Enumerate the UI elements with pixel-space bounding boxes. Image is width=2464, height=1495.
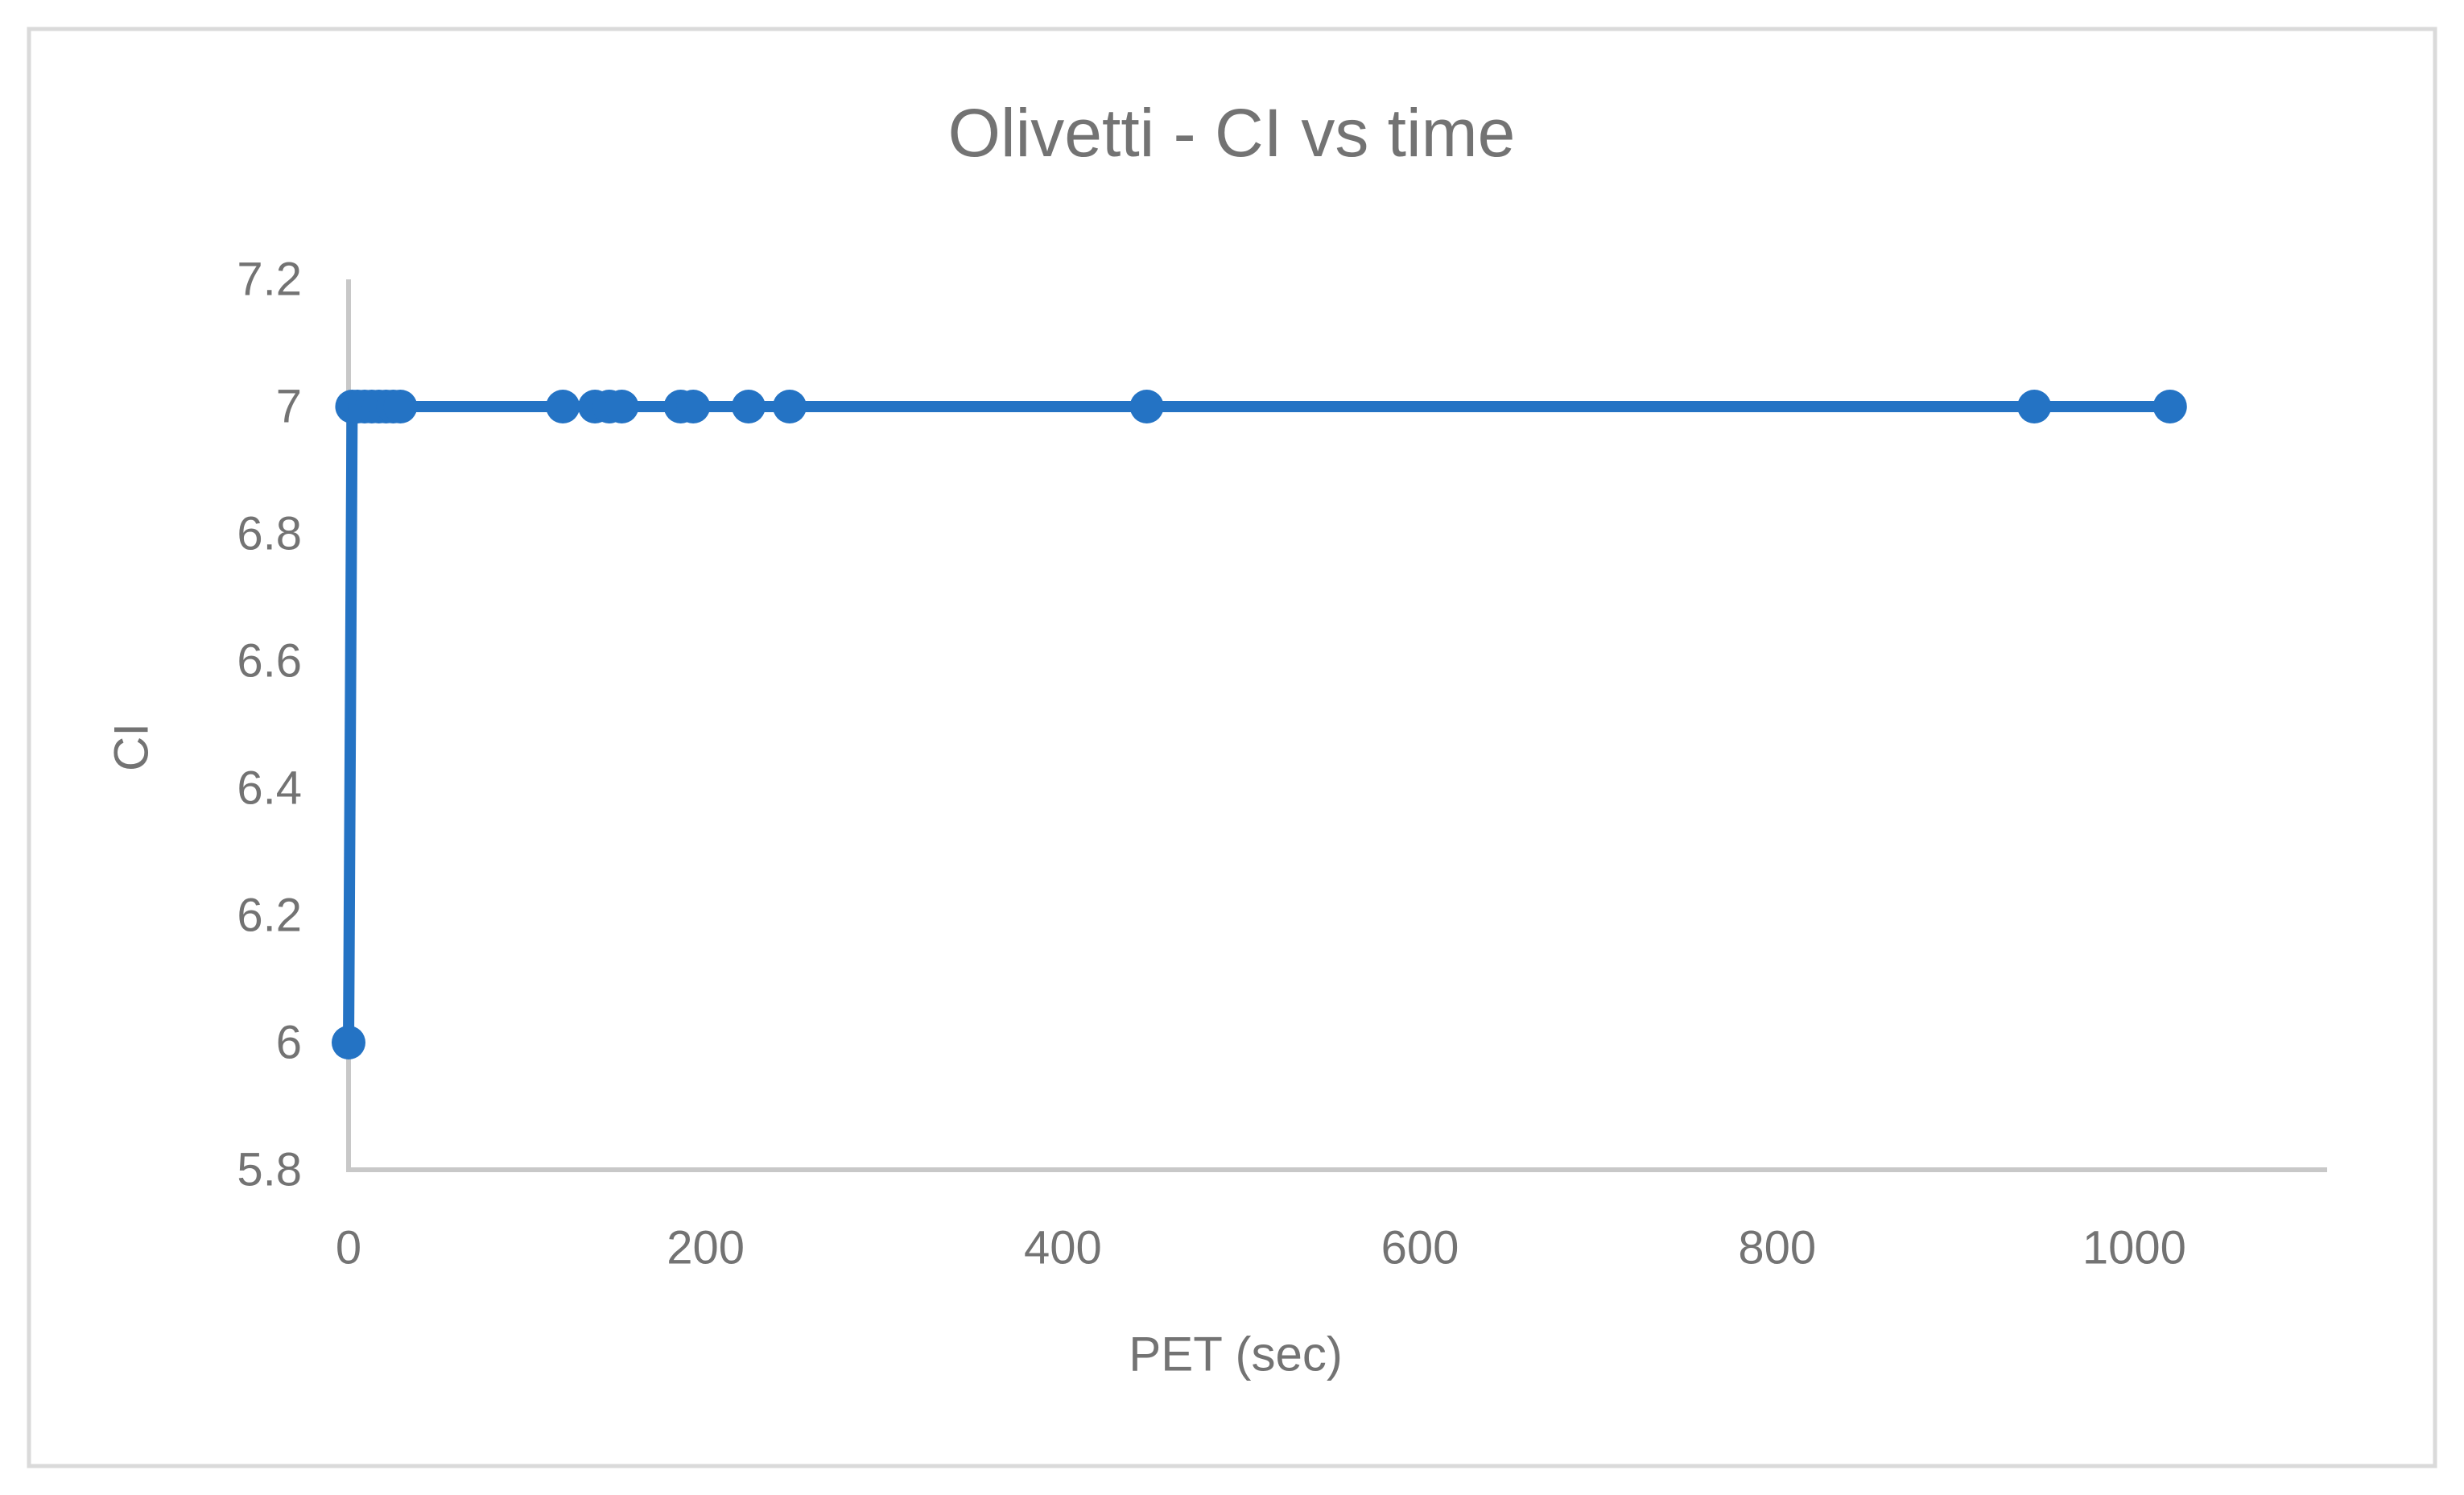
data-point xyxy=(772,390,807,423)
x-tick-label: 400 xyxy=(1024,1222,1102,1274)
data-point xyxy=(605,390,639,423)
x-tick-label: 1000 xyxy=(2082,1222,2186,1274)
y-tick-label: 6.6 xyxy=(237,635,302,688)
y-tick-label: 6.4 xyxy=(237,762,302,815)
x-axis-title: PET (sec) xyxy=(1129,1328,1343,1381)
y-tick-label: 6.2 xyxy=(237,890,302,942)
y-tick-label: 7 xyxy=(276,381,302,433)
x-tick-label: 200 xyxy=(667,1222,745,1274)
y-axis-title: CI xyxy=(105,723,159,771)
data-point xyxy=(731,390,766,423)
y-tick-label: 5.8 xyxy=(237,1144,302,1196)
chart-frame-border xyxy=(27,27,2437,1468)
chart-title: Olivetti - CI vs time xyxy=(948,95,1516,171)
data-point xyxy=(676,390,711,423)
data-point xyxy=(383,390,418,423)
y-tick-label: 6.8 xyxy=(237,508,302,560)
ticks-layer: 5.8 6 6.2 6.4 6.6 6.8 7 7.2 0 200 400 600 800 1000 xyxy=(237,254,2186,1274)
data-point xyxy=(2017,390,2052,423)
data-point xyxy=(1129,390,1164,423)
x-tick-label: 600 xyxy=(1381,1222,1459,1274)
x-tick-label: 800 xyxy=(1738,1222,1816,1274)
y-tick-label: 6 xyxy=(276,1017,302,1069)
series-layer xyxy=(332,390,2187,1059)
series-line xyxy=(343,401,2176,1048)
x-tick-label: 0 xyxy=(336,1222,361,1274)
data-point xyxy=(332,1026,365,1059)
data-point xyxy=(2152,390,2187,423)
y-tick-label: 7.2 xyxy=(237,254,302,306)
data-point xyxy=(546,390,580,423)
